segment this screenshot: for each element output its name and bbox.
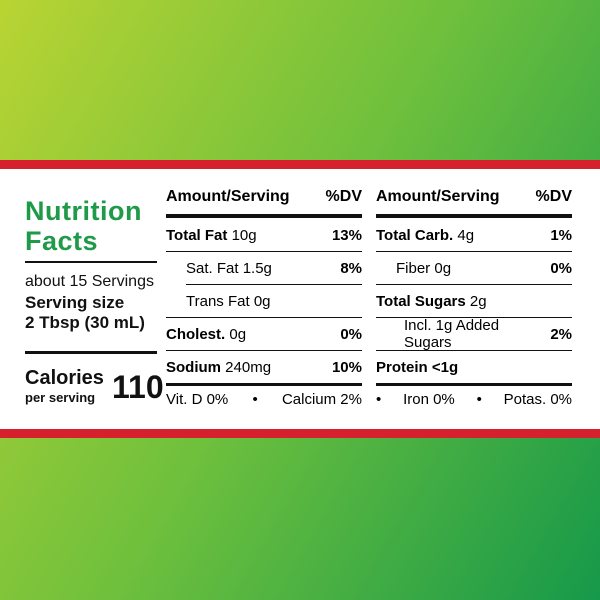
nutrient-dv: 10% — [331, 358, 362, 376]
calories: 110 — [112, 369, 164, 405]
nutrition-column: Amount/Serving %DV Total Fat 10g 13% Sat. Fa… — [166, 169, 362, 429]
divider — [25, 351, 157, 354]
nutrient-row: Trans Fat 0g — [166, 285, 362, 317]
nutrient-name: Sat. Fat — [186, 259, 239, 277]
nutrient: Total Carb. 4g — [376, 227, 474, 244]
footer-item: • — [376, 391, 382, 408]
column-header: Amount/Serving %DV — [166, 188, 362, 206]
divider — [166, 317, 362, 318]
nutrient-row: Sodium 240mg 10% — [166, 351, 362, 383]
red-band — [0, 429, 600, 438]
nutrient-dv: 1% — [550, 226, 572, 244]
nutrient-amount: 4g — [457, 226, 475, 244]
title: Nutrition — [25, 196, 142, 226]
nutrient-amount: <1g — [431, 358, 459, 376]
nutrient-amount: 240mg — [225, 358, 272, 376]
nutrient-amount: 1.5g — [242, 259, 272, 277]
footer-item: • — [476, 391, 482, 408]
calories-sub: per serving — [25, 390, 96, 405]
nutrient-amount: 0g — [229, 325, 247, 343]
divider — [376, 284, 572, 285]
nutrient-row: Total Fat 10g 13% — [166, 219, 362, 251]
footer-item: Iron 0% — [403, 391, 455, 408]
amount-header: Amount/Serving — [166, 188, 290, 205]
divider — [376, 317, 572, 318]
nutrient-name: Total Sugars — [376, 292, 466, 310]
nutrient: Trans Fat 0g — [166, 293, 271, 310]
serving-size: 2 Tbsp (30 mL) — [25, 313, 145, 332]
nutrient-amount: 10g — [231, 226, 257, 244]
divider — [376, 214, 572, 218]
nutrient: Fiber 0g — [376, 260, 451, 277]
divider — [166, 383, 362, 386]
divider — [376, 251, 572, 252]
nutrient: Protein <1g — [376, 359, 458, 376]
nutrient: Incl. 1g Added Sugars — [376, 317, 550, 351]
divider — [166, 214, 362, 218]
footer-item: • — [252, 391, 258, 408]
nutrient-row: Total Sugars 2g — [376, 285, 572, 317]
nutrient-row: Incl. 1g Added Sugars 2% — [376, 317, 572, 351]
nutrient-row: Fiber 0g 0% — [376, 252, 572, 284]
red-band — [0, 160, 600, 169]
nutrient-name: Incl. 1g Added Sugars — [404, 317, 500, 351]
nutrient-amount: 2g — [469, 292, 487, 310]
serving-size-label: Serving size — [25, 293, 125, 312]
nutrient: Total Fat 10g — [166, 227, 257, 244]
footer-item: Potas. 0% — [503, 391, 572, 408]
footer-row: Vit. D 0% • Calcium 2% — [166, 391, 362, 408]
divider — [376, 383, 572, 386]
nutrient-amount: 0g — [253, 292, 271, 310]
nutrient-dv: 2% — [550, 325, 572, 343]
column-header: Amount/Serving %DV — [376, 188, 572, 206]
divider — [166, 251, 362, 252]
nutrient: Sat. Fat 1.5g — [166, 260, 272, 277]
divider — [186, 284, 362, 285]
divider — [376, 350, 572, 351]
nutrient-dv: 0% — [340, 325, 362, 343]
nutrient-name: Fiber — [396, 259, 431, 277]
divider — [25, 261, 157, 263]
nutrient-row: Protein <1g — [376, 351, 572, 383]
nutrition-column: Amount/Serving %DV Total Carb. 4g 1% Fiber 0… — [376, 169, 572, 429]
servings: about 15 Servings — [25, 273, 154, 290]
nutrient-name: Trans Fat — [186, 292, 250, 310]
nutrient-name: Total Carb. — [376, 226, 454, 244]
nutrient-dv: 0% — [550, 259, 572, 277]
nutrient-amount: 0g — [434, 259, 452, 277]
nutrient-dv: 8% — [340, 259, 362, 277]
nutrient-row: Total Carb. 4g 1% — [376, 219, 572, 251]
nutrient-row: Cholest. 0g 0% — [166, 318, 362, 350]
nutrient-name: Sodium — [166, 358, 221, 376]
dv-header: %DV — [325, 188, 362, 205]
footer-item: Vit. D 0% — [166, 391, 229, 408]
nutrient-name: Total Fat — [166, 226, 228, 244]
title: Facts — [25, 226, 99, 256]
nutrient-row: Sat. Fat 1.5g 8% — [166, 252, 362, 284]
divider — [166, 350, 362, 351]
nutrient: Total Sugars 2g — [376, 293, 487, 310]
dv-header: %DV — [535, 188, 572, 205]
nutrient-name: Cholest. — [166, 325, 226, 343]
footer-row: • Iron 0% • Potas. 0% — [376, 391, 572, 408]
amount-header: Amount/Serving — [376, 188, 500, 205]
calories-label: Calories — [25, 367, 104, 389]
nutrition-panel: Nutrition Facts about 15 Servings Servin… — [0, 169, 600, 429]
nutrient-name: Protein — [376, 358, 428, 376]
nutrient-dv: 13% — [331, 226, 362, 244]
footer-item: Calcium 2% — [281, 391, 362, 408]
nutrient: Sodium 240mg — [166, 359, 271, 376]
nutrient: Cholest. 0g — [166, 326, 246, 343]
